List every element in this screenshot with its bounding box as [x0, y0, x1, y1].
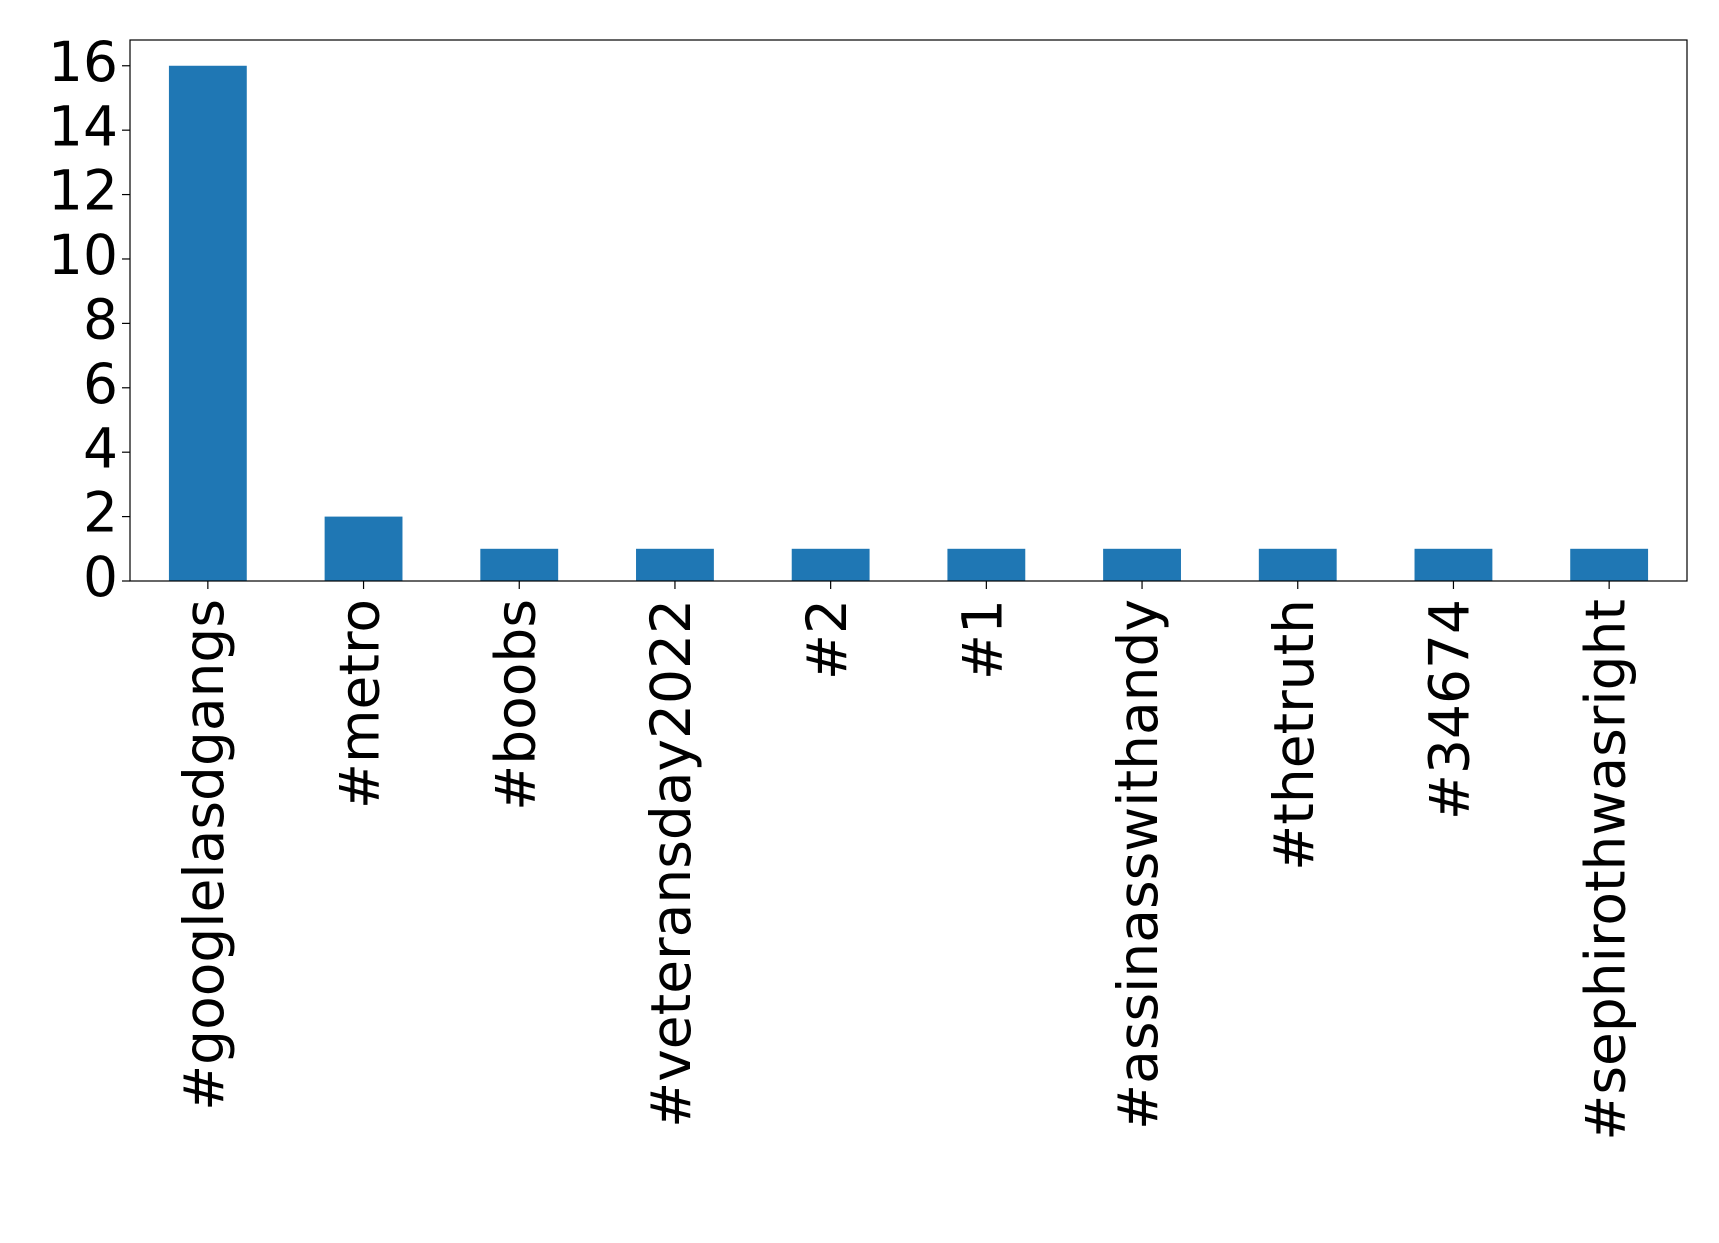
- y-tick-label: 12: [48, 159, 118, 223]
- plot-frame: [129, 39, 1688, 582]
- bar: [168, 65, 247, 581]
- bar: [947, 548, 1026, 581]
- bar: [324, 516, 403, 581]
- x-tick-label: #2: [795, 599, 859, 680]
- bar: [1103, 548, 1181, 581]
- y-tick-label: 0: [83, 545, 118, 609]
- x-tick-label: #veteransday2022: [639, 599, 703, 1128]
- x-tick-label: #assinasswithandy: [1106, 599, 1170, 1130]
- y-tick-label: 4: [83, 416, 118, 480]
- y-tick-label: 10: [48, 223, 118, 287]
- x-tick-label: #sephirothwasright: [1573, 599, 1637, 1141]
- bar: [1570, 548, 1649, 581]
- bar: [1258, 548, 1337, 581]
- bar: [636, 548, 714, 581]
- bar: [480, 548, 559, 581]
- y-tick-label: 16: [48, 30, 118, 94]
- bar: [1414, 548, 1493, 581]
- x-tick-label: #metro: [328, 599, 392, 809]
- x-tick-label: #thetruth: [1262, 599, 1326, 871]
- x-tick-label: #1: [950, 599, 1014, 680]
- y-tick-label: 14: [48, 94, 118, 158]
- y-tick-label: 2: [83, 481, 118, 545]
- bar: [791, 548, 870, 581]
- y-tick-label: 8: [83, 288, 118, 352]
- x-tick-label: #googlelasdgangs: [172, 599, 236, 1111]
- y-tick-label: 6: [83, 352, 118, 416]
- x-tick-label: #34674: [1418, 599, 1482, 820]
- x-tick-label: #boobs: [483, 599, 547, 811]
